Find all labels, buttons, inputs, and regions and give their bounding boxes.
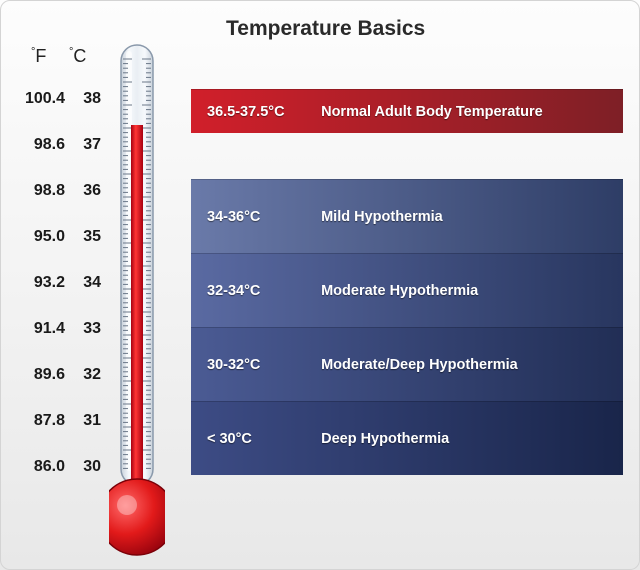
band-range: 36.5-37.5°C <box>207 104 309 120</box>
scale-header-c: °C <box>69 46 86 67</box>
temp-band: 30-32°C Moderate/Deep Hypothermia <box>191 327 623 401</box>
page-title: Temperature Basics <box>226 17 425 41</box>
scale-header-f: °F <box>31 46 46 67</box>
thermometer-icon <box>109 39 165 559</box>
band-label: Moderate Hypothermia <box>321 283 478 299</box>
scale-f-value: 91.4 <box>15 320 65 338</box>
scale-f-value: 87.8 <box>15 412 65 430</box>
temp-band: 34-36°C Mild Hypothermia <box>191 179 623 253</box>
scale-c-value: 37 <box>73 136 101 154</box>
band-label: Deep Hypothermia <box>321 431 449 447</box>
unit-f: F <box>35 46 46 66</box>
scale-c-value: 36 <box>73 182 101 200</box>
scale-row: 93.2 34 <box>15 260 101 306</box>
scale-row: 86.0 30 <box>15 444 101 490</box>
scale-f-value: 98.6 <box>15 136 65 154</box>
band-range: 30-32°C <box>207 357 309 373</box>
band-label: Normal Adult Body Temperature <box>321 104 543 120</box>
band-gap <box>191 133 623 179</box>
band-range: 34-36°C <box>207 209 309 225</box>
scale-f-value: 86.0 <box>15 458 65 476</box>
scale-row: 87.8 31 <box>15 398 101 444</box>
scale-row: 100.4 38 <box>15 76 101 122</box>
scale-f-value: 93.2 <box>15 274 65 292</box>
scale-c-value: 35 <box>73 228 101 246</box>
band-label: Moderate/Deep Hypothermia <box>321 357 518 373</box>
scale-row: 95.0 35 <box>15 214 101 260</box>
scale-c-value: 34 <box>73 274 101 292</box>
scale-c-value: 31 <box>73 412 101 430</box>
scale-c-value: 33 <box>73 320 101 338</box>
scale-f-value: 95.0 <box>15 228 65 246</box>
scale-f-value: 98.8 <box>15 182 65 200</box>
scale-c-value: 38 <box>73 90 101 108</box>
temp-band: 36.5-37.5°C Normal Adult Body Temperatur… <box>191 89 623 133</box>
scale-row: 98.6 37 <box>15 122 101 168</box>
band-range: 32-34°C <box>207 283 309 299</box>
band-range: < 30°C <box>207 431 309 447</box>
scale-row: 89.6 32 <box>15 352 101 398</box>
temp-band: < 30°C Deep Hypothermia <box>191 401 623 475</box>
scale-c-value: 30 <box>73 458 101 476</box>
band-label: Mild Hypothermia <box>321 209 443 225</box>
scale-c-value: 32 <box>73 366 101 384</box>
temp-band: 32-34°C Moderate Hypothermia <box>191 253 623 327</box>
scale-f-value: 89.6 <box>15 366 65 384</box>
scale-f-value: 100.4 <box>15 90 65 108</box>
scale-row: 98.8 36 <box>15 168 101 214</box>
scale-labels: 100.4 38 98.6 37 98.8 36 95.0 35 93.2 34 91.4 33 89.… <box>15 76 101 490</box>
scale-row: 91.4 33 <box>15 306 101 352</box>
temperature-bands: 36.5-37.5°C Normal Adult Body Temperatur… <box>191 89 623 475</box>
unit-c: C <box>73 46 86 66</box>
